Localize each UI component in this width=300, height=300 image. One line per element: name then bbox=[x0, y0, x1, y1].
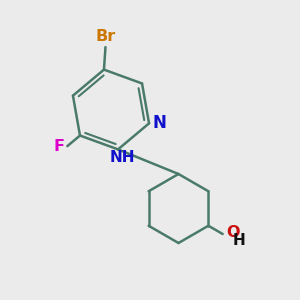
Text: O: O bbox=[226, 225, 240, 240]
Text: F: F bbox=[53, 139, 64, 154]
Text: N: N bbox=[153, 114, 166, 132]
Text: NH: NH bbox=[109, 150, 135, 165]
Text: Br: Br bbox=[95, 29, 116, 44]
Text: H: H bbox=[232, 233, 245, 248]
